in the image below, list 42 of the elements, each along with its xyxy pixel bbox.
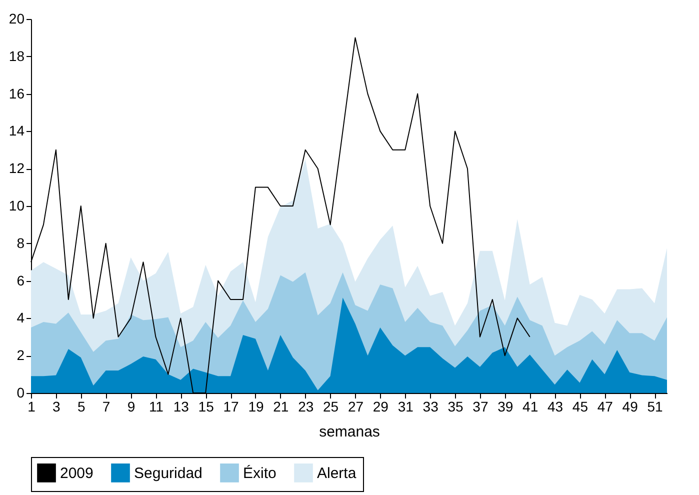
legend-label: Seguridad [134, 464, 202, 482]
x-tick-label: 1 [28, 398, 36, 414]
y-tick-label: 10 [8, 198, 25, 214]
x-tick-label: 9 [127, 398, 136, 414]
x-tick-label: 49 [622, 398, 638, 414]
y-tick-label: 4 [16, 310, 25, 326]
y-tick-label: 2 [16, 347, 25, 364]
x-tick-label: 45 [572, 398, 588, 414]
x-tick-label: 35 [448, 398, 464, 414]
x-tick-label: 19 [248, 398, 264, 414]
legend-label: 2009 [60, 464, 94, 482]
x-tick-label: 27 [348, 398, 364, 414]
x-tick-label: 39 [498, 398, 514, 414]
x-tick-label: 5 [77, 398, 86, 414]
x-tick-label: 31 [398, 398, 414, 414]
x-tick-label: 17 [223, 398, 240, 414]
x-tick-label: 13 [173, 398, 190, 414]
x-tick-label: 47 [597, 398, 614, 414]
y-tick-label: 8 [16, 234, 25, 251]
x-tick-label: 37 [472, 398, 488, 414]
y-tick-label: 0 [16, 384, 25, 400]
x-axis-title: semanas [319, 424, 380, 440]
y-tick-label: 18 [8, 48, 25, 64]
x-tick-label: 33 [422, 398, 439, 414]
x-tick-label: 43 [547, 398, 564, 414]
y-tick-label: 12 [8, 160, 25, 176]
y-tick-label: 20 [8, 10, 25, 26]
x-tick-label: 15 [198, 398, 214, 414]
x-tick-label: 21 [273, 398, 289, 414]
x-tick-label: 23 [298, 398, 314, 414]
x-tick-label: 25 [323, 398, 339, 414]
x-tick-label: 11 [148, 398, 164, 414]
y-tick-label: 16 [8, 85, 25, 102]
legend-label: Alerta [317, 464, 357, 482]
legend-label: Éxito [243, 464, 276, 482]
x-tick-label: 3 [52, 398, 61, 414]
x-tick-label: 29 [372, 398, 389, 414]
x-tick-label: 41 [522, 398, 538, 414]
y-tick-label: 6 [16, 272, 25, 288]
x-tick-label: 51 [647, 398, 664, 414]
x-tick-label: 7 [102, 398, 110, 414]
y-tick-label: 14 [8, 122, 25, 139]
